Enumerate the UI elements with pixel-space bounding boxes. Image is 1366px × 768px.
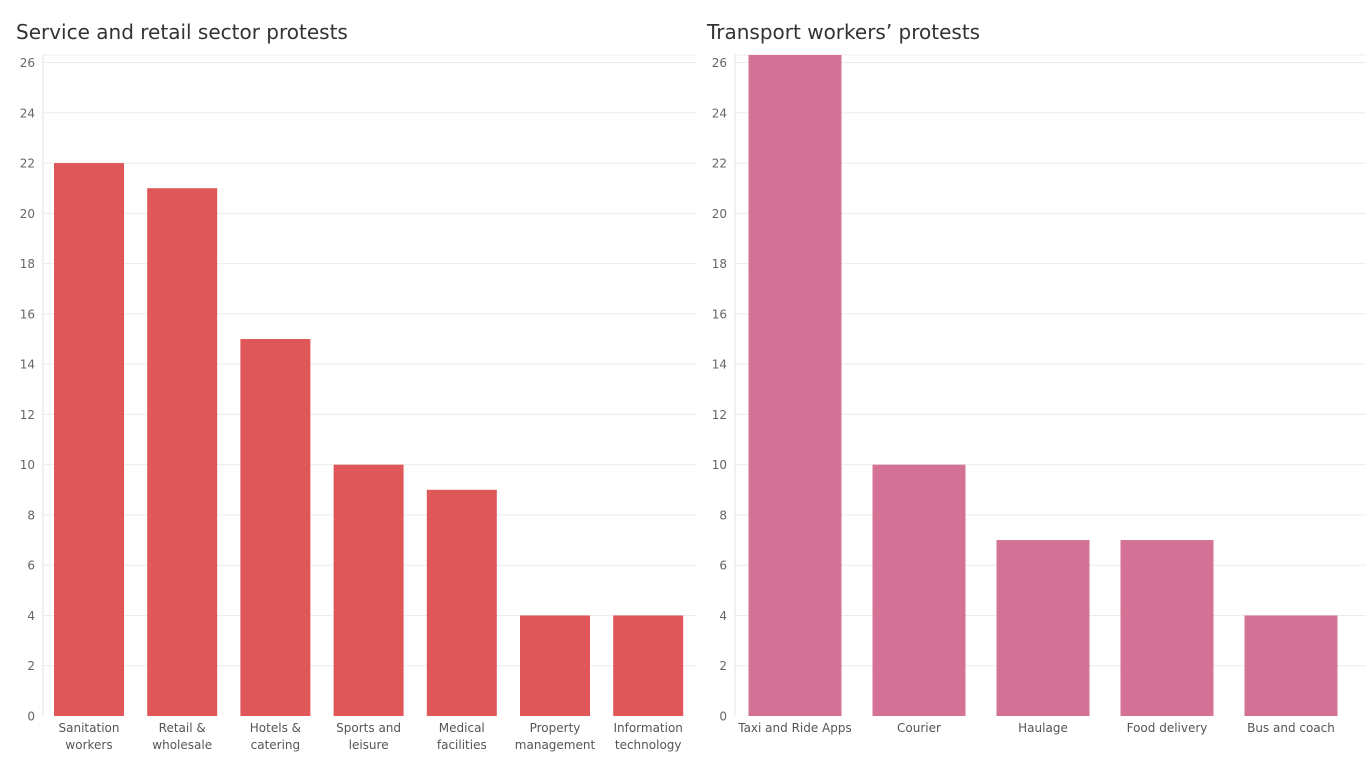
y-tick-label: 0	[719, 710, 727, 724]
bar[interactable]	[147, 188, 218, 716]
y-tick-label: 10	[712, 458, 727, 472]
y-tick-label: 16	[20, 307, 35, 321]
y-tick-label: 18	[20, 257, 35, 271]
bar[interactable]	[748, 55, 842, 716]
bar[interactable]	[54, 163, 124, 716]
y-tick-label: 20	[20, 207, 35, 221]
x-category-label: Information technology	[613, 721, 682, 752]
y-tick-label: 6	[719, 559, 727, 573]
y-tick-label: 16	[712, 307, 727, 321]
y-tick-label: 26	[712, 56, 727, 70]
x-category-label: Sanitation workers	[59, 721, 120, 752]
chart-title: Transport workers’ protests	[707, 20, 981, 44]
y-tick-label: 2	[719, 659, 727, 673]
x-category-label: Retail & wholesale	[152, 721, 212, 752]
bar[interactable]	[613, 615, 684, 716]
y-tick-label: 10	[20, 458, 35, 472]
x-category-label: Property management	[515, 721, 596, 752]
x-category-label: Sports and leisure	[336, 721, 401, 752]
transport-chart-panel: Transport workers’ protests 0 2 4 6 8 10 12 14 1…	[700, 0, 1366, 768]
y-tick-label: 14	[20, 358, 35, 372]
bar[interactable]	[240, 339, 311, 716]
y-tick-label: 22	[20, 157, 35, 171]
chart-title: Service and retail sector protests	[16, 20, 348, 44]
x-category-label: Courier	[897, 721, 941, 735]
y-tick-label: 4	[27, 609, 35, 623]
bar[interactable]	[1120, 540, 1214, 716]
bar[interactable]	[872, 464, 966, 716]
bar[interactable]	[426, 489, 497, 716]
y-tick-label: 20	[712, 207, 727, 221]
y-tick-label: 8	[719, 508, 727, 522]
bar[interactable]	[996, 540, 1090, 716]
y-tick-label: 14	[712, 358, 727, 372]
y-tick-label: 22	[712, 157, 727, 171]
bar[interactable]	[1244, 615, 1338, 716]
y-tick-label: 24	[20, 106, 35, 120]
y-tick-label: 12	[20, 408, 35, 422]
bar[interactable]	[520, 615, 590, 716]
x-category-label: Haulage	[1018, 721, 1068, 735]
y-tick-label: 12	[712, 408, 727, 422]
y-tick-label: 6	[27, 559, 35, 573]
y-tick-label: 0	[27, 710, 35, 724]
y-tick-label: 4	[719, 609, 727, 623]
y-tick-label: 8	[27, 508, 35, 522]
x-category-label: Medical facilities	[437, 721, 487, 752]
x-category-label: Bus and coach	[1247, 721, 1335, 735]
x-category-label: Hotels & catering	[250, 721, 301, 752]
bar[interactable]	[333, 464, 404, 716]
y-tick-label: 2	[27, 659, 35, 673]
y-tick-label: 24	[712, 106, 727, 120]
y-tick-label: 26	[20, 56, 35, 70]
y-tick-label: 18	[712, 257, 727, 271]
x-category-label: Food delivery	[1127, 721, 1208, 735]
x-category-label: Taxi and Ride Apps	[737, 721, 852, 735]
